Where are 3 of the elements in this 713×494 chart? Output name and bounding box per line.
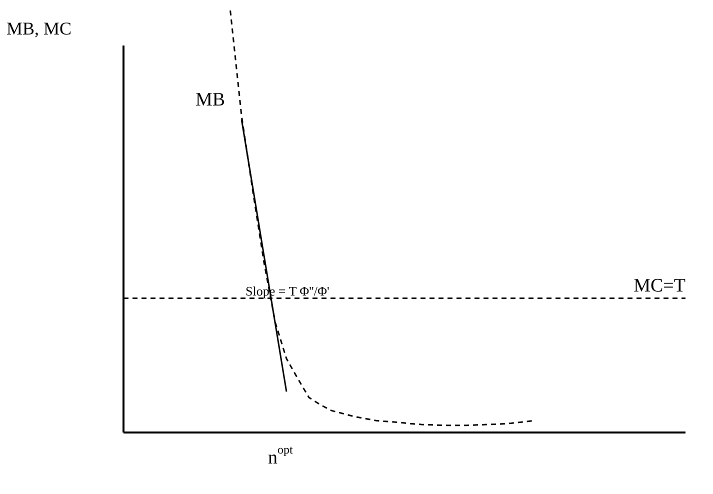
- annotation: MB: [196, 90, 226, 110]
- ref-line-label: MC=T: [634, 275, 686, 296]
- y-axis-title: MB, MC: [6, 18, 72, 38]
